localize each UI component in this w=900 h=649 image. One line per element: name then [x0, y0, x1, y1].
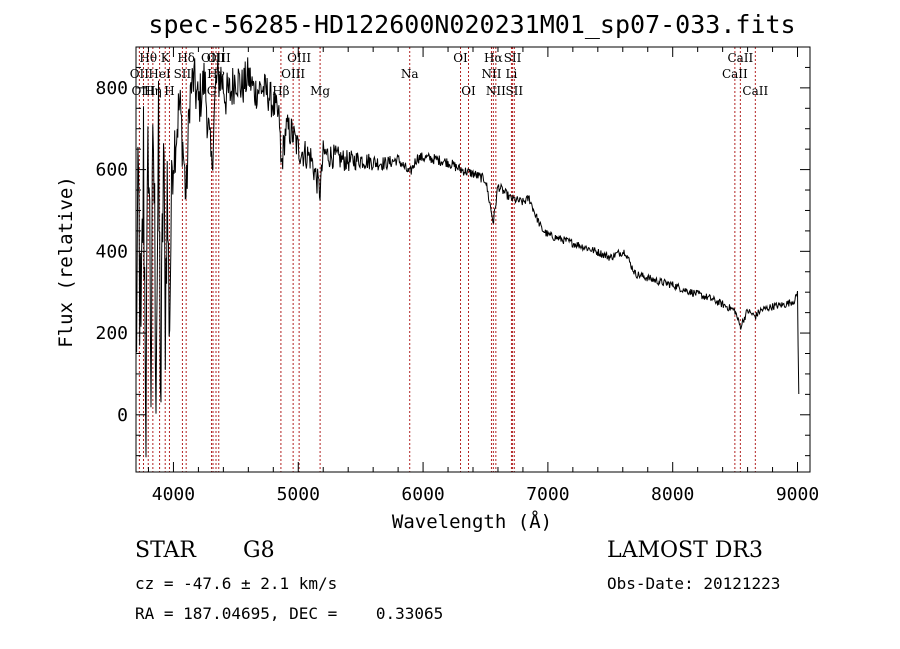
- spectral-line-label: OI: [453, 51, 468, 65]
- y-tick-label: 600: [95, 160, 128, 181]
- spectral-line-label: Na: [401, 67, 419, 81]
- y-tick-label: 0: [117, 405, 128, 426]
- observation-date: Obs-Date: 20121223: [607, 574, 781, 593]
- x-tick-label: 5000: [277, 484, 320, 505]
- spectral-line-label: Li: [506, 67, 518, 81]
- spectral-line-label: CaII: [727, 51, 753, 65]
- x-tick-label: 9000: [776, 484, 819, 505]
- y-tick-label: 800: [95, 78, 128, 99]
- spectrum-line: [135, 57, 800, 458]
- spectral-line-label: Hα: [484, 51, 503, 65]
- spectral-line-label: CaII: [742, 84, 768, 98]
- x-tick-label: 6000: [401, 484, 444, 505]
- spectral-line-label: OIII: [281, 67, 305, 81]
- spectral-line-label: NII: [481, 67, 501, 81]
- spectral-line-label: K: [161, 51, 171, 65]
- y-tick-label: 400: [95, 241, 128, 262]
- redshift-velocity: cz = -47.6 ± 2.1 km/s: [135, 574, 338, 593]
- coordinates: RA = 187.04695, DEC = 0.33065: [135, 604, 444, 623]
- x-tick-label: 8000: [651, 484, 694, 505]
- spectral-line-label: SII: [504, 51, 522, 65]
- spectral-line-label: Hβ: [272, 84, 289, 98]
- spectral-line-label: Hθ: [139, 51, 157, 65]
- spectral-line-label: Hη: [144, 84, 162, 98]
- chart-title: spec-56285-HD122600N020231M01_sp07-033.f…: [148, 10, 795, 39]
- survey-name: LAMOST DR3: [607, 538, 763, 563]
- x-tick-label: 7000: [526, 484, 569, 505]
- spectral-line-label: HeI: [148, 67, 171, 81]
- spectral-line-label: Hδ: [177, 51, 195, 65]
- spectral-line-markers: [138, 47, 756, 472]
- spectral-line-label: OIII: [207, 51, 231, 65]
- plot-frame: [135, 46, 811, 473]
- spectral-line-label: OI: [461, 84, 476, 98]
- spectral-line-label: CaII: [722, 67, 748, 81]
- spectral-line-label: OIII: [287, 51, 311, 65]
- spectral-line-label: OII: [130, 67, 150, 81]
- spectral-line-label: G: [207, 84, 217, 98]
- x-tick-label: 4000: [152, 484, 195, 505]
- x-axis-label: Wavelength (Å): [392, 510, 552, 533]
- spectral-line-label: H: [164, 84, 174, 98]
- spectral-line-label: SII: [505, 84, 523, 98]
- spectral-line-label: OIII: [201, 51, 225, 65]
- spectral-line-label: NII: [486, 84, 506, 98]
- y-axis-label: Flux (relative): [55, 176, 77, 348]
- object-subclass: G8: [243, 538, 275, 563]
- spectral-line-label: SII: [174, 67, 192, 81]
- object-class: STAR: [135, 538, 196, 563]
- spectral-line-labels: OIIHθOIIIHηHeIKHSIIHδGOIIIHγOIIIHβOIIIOI…: [130, 51, 769, 98]
- y-tick-label: 200: [95, 323, 128, 344]
- axis-ticks: 4000 5000 6000 7000 8000 9000 0 200 400 600 800: [95, 47, 819, 505]
- spectral-line-label: Mg: [310, 84, 330, 98]
